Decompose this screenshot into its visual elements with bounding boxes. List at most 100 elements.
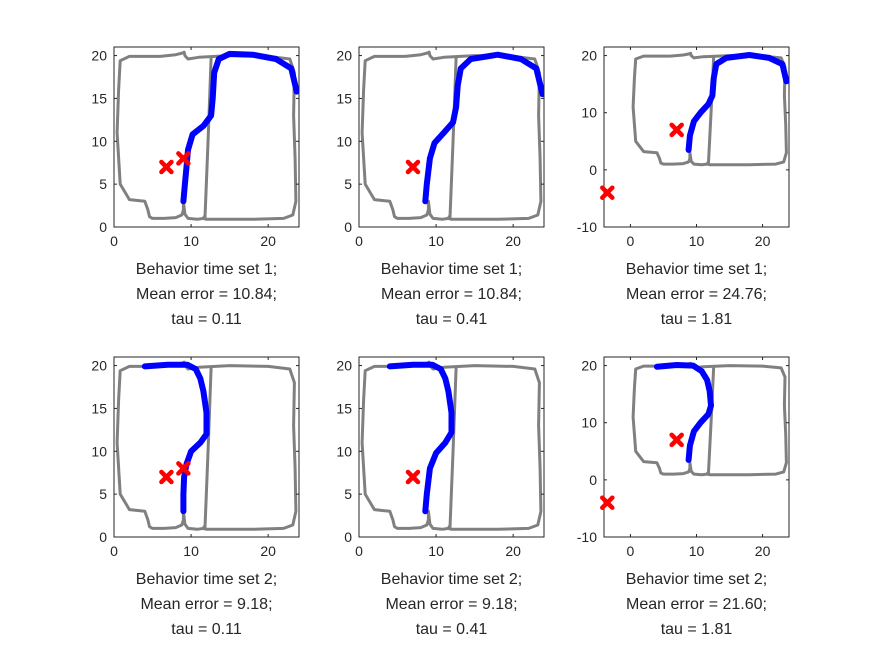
x-axis-label-line: Behavior time set 1; <box>136 261 277 278</box>
x-axis-label-line: Behavior time set 1; <box>626 261 767 278</box>
x-tick-label: 0 <box>110 233 118 249</box>
y-tick-label: -10 <box>577 219 597 235</box>
x-mark-icon <box>600 185 615 200</box>
x-mark-icon <box>159 159 174 175</box>
y-tick-label: 20 <box>581 358 597 374</box>
decoded-trajectory <box>141 361 210 515</box>
track-divider <box>706 366 716 475</box>
y-tick-label: 15 <box>91 90 107 106</box>
x-axis-label-line: Mean error = 9.18; <box>385 596 517 613</box>
y-tick-label: 0 <box>344 219 352 235</box>
track-divider <box>203 367 213 529</box>
plot-area <box>115 360 298 531</box>
x-axis-label-line: Mean error = 24.76; <box>626 286 767 303</box>
y-tick-label: 0 <box>99 219 107 235</box>
x-axis-label-line: Mean error = 21.60; <box>626 596 767 613</box>
decoded-trajectory <box>422 51 544 205</box>
track-outline <box>631 51 788 167</box>
y-tick-label: 5 <box>99 486 107 502</box>
x-axis-label-line: tau = 0.41 <box>416 311 488 328</box>
x-tick-label: 0 <box>627 233 635 249</box>
x-tick-label: 20 <box>505 543 521 559</box>
x-axis-label-line: Behavior time set 2; <box>626 571 767 588</box>
track-outline <box>115 50 298 221</box>
plot-area <box>631 51 789 167</box>
x-tick-label: 0 <box>627 543 635 559</box>
y-tick-label: 20 <box>336 48 352 64</box>
y-tick-label: 20 <box>91 358 107 374</box>
x-tick-label: 10 <box>183 233 199 249</box>
y-tick-label: 0 <box>589 162 597 178</box>
x-mark-icon <box>159 469 174 485</box>
x-mark-icon <box>669 432 684 448</box>
y-tick-label: 0 <box>589 472 597 488</box>
y-tick-label: 10 <box>91 133 107 149</box>
x-tick-label: 10 <box>689 233 705 249</box>
x-tick-label: 0 <box>110 543 118 559</box>
x-mark-icon <box>600 495 615 510</box>
decoded-trajectory <box>386 361 455 515</box>
track-divider <box>203 57 213 219</box>
y-tick-label: 5 <box>344 486 352 502</box>
track-divider <box>448 367 458 529</box>
subplot-5: 0 10 20 0 5 10 15 20 Behavior time set 2; Mean er… <box>336 356 545 638</box>
subplot-2: 0 10 20 0 5 10 15 20 Behavior time set 1; Mean er… <box>336 46 545 328</box>
y-tick-label: 10 <box>91 443 107 459</box>
y-tick-label: 10 <box>336 443 352 459</box>
plot-area <box>360 50 544 221</box>
y-tick-label: 15 <box>91 400 107 416</box>
decoded-trajectory <box>653 362 714 463</box>
y-tick-label: 0 <box>99 529 107 545</box>
y-tick-label: 20 <box>91 48 107 64</box>
y-tick-label: -10 <box>577 529 597 545</box>
y-tick-label: 10 <box>336 133 352 149</box>
x-axis-label-line: Mean error = 9.18; <box>140 596 272 613</box>
y-tick-label: 20 <box>336 358 352 374</box>
y-tick-label: 0 <box>344 529 352 545</box>
x-axis-label-line: Mean error = 10.84; <box>136 286 277 303</box>
x-tick-label: 20 <box>755 233 771 249</box>
x-tick-label: 0 <box>355 543 363 559</box>
plot-area <box>631 361 788 477</box>
axes-box <box>603 356 790 538</box>
y-tick-label: 10 <box>581 415 597 431</box>
x-tick-label: 20 <box>260 543 276 559</box>
x-tick-label: 10 <box>183 543 199 559</box>
x-tick-label: 0 <box>355 233 363 249</box>
x-tick-label: 10 <box>689 543 705 559</box>
x-axis-label-line: tau = 0.11 <box>171 311 242 328</box>
y-tick-label: 10 <box>581 105 597 121</box>
x-mark-icon <box>669 122 684 138</box>
x-tick-label: 10 <box>428 233 444 249</box>
decoded-trajectory <box>685 52 789 153</box>
subplot-6: 0 10 20 -10 0 10 20 Behavior time set 2; Mean er… <box>577 356 790 638</box>
y-tick-label: 5 <box>344 176 352 192</box>
axes-box <box>603 46 790 228</box>
subplot-3: 0 10 20 -10 0 10 20 Behavior time set 1; Mean er… <box>577 46 790 328</box>
x-mark-icon <box>176 461 191 476</box>
x-axis-label-line: Mean error = 10.84; <box>381 286 522 303</box>
y-tick-label: 5 <box>99 176 107 192</box>
x-axis-label-line: Behavior time set 2; <box>136 571 277 588</box>
x-mark-icon <box>405 469 421 485</box>
x-axis-label-line: Behavior time set 2; <box>381 571 522 588</box>
x-axis-label-line: tau = 1.81 <box>661 311 733 328</box>
x-tick-label: 20 <box>260 233 276 249</box>
x-mark-icon <box>405 159 421 175</box>
x-axis-label-line: tau = 1.81 <box>661 621 733 638</box>
track-outline <box>360 50 543 221</box>
x-tick-label: 20 <box>505 233 521 249</box>
x-tick-label: 10 <box>428 543 444 559</box>
plot-area <box>360 360 543 531</box>
x-axis-label-line: Behavior time set 1; <box>381 261 522 278</box>
x-axis-label-line: tau = 0.41 <box>416 621 488 638</box>
y-tick-label: 15 <box>336 400 352 416</box>
y-tick-label: 20 <box>581 48 597 64</box>
subplot-4: 0 10 20 0 5 10 15 20 Behavior time set 2; Mean er… <box>91 356 300 638</box>
subplot-1: 0 10 20 0 5 10 15 20 Behavior time set 1; Mean er… <box>91 46 300 328</box>
y-tick-label: 15 <box>336 90 352 106</box>
x-mark-icon <box>176 151 191 166</box>
x-tick-label: 20 <box>755 543 771 559</box>
x-axis-label-line: tau = 0.11 <box>171 621 242 638</box>
